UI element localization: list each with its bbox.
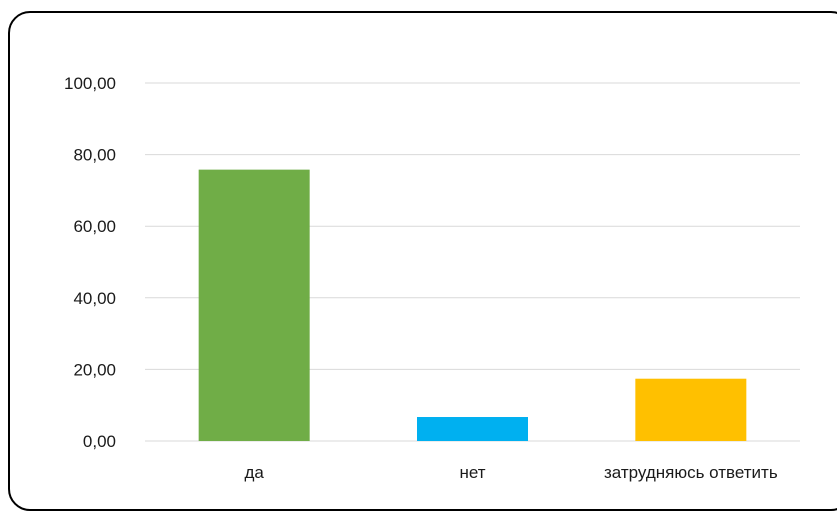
y-tick-label: 100,00 bbox=[64, 74, 116, 93]
y-tick-label: 0,00 bbox=[83, 432, 116, 451]
x-axis-labels: да нет затрудняюсь ответить bbox=[244, 463, 777, 482]
y-tick-label: 60,00 bbox=[73, 217, 116, 236]
x-category-label: да bbox=[244, 463, 264, 482]
x-category-label: затрудняюсь ответить bbox=[604, 463, 778, 482]
bars bbox=[198, 169, 747, 442]
bar bbox=[198, 169, 310, 442]
bar bbox=[635, 378, 747, 441]
bar bbox=[417, 417, 528, 441]
y-tick-label: 80,00 bbox=[73, 146, 116, 165]
bar-chart: 0,00 20,00 40,00 60,00 80,00 100,00 да нет затр… bbox=[64, 74, 800, 482]
y-tick-label: 40,00 bbox=[73, 289, 116, 308]
y-axis-ticks: 0,00 20,00 40,00 60,00 80,00 100,00 bbox=[64, 74, 116, 451]
x-category-label: нет bbox=[459, 463, 485, 482]
y-tick-label: 20,00 bbox=[73, 360, 116, 379]
